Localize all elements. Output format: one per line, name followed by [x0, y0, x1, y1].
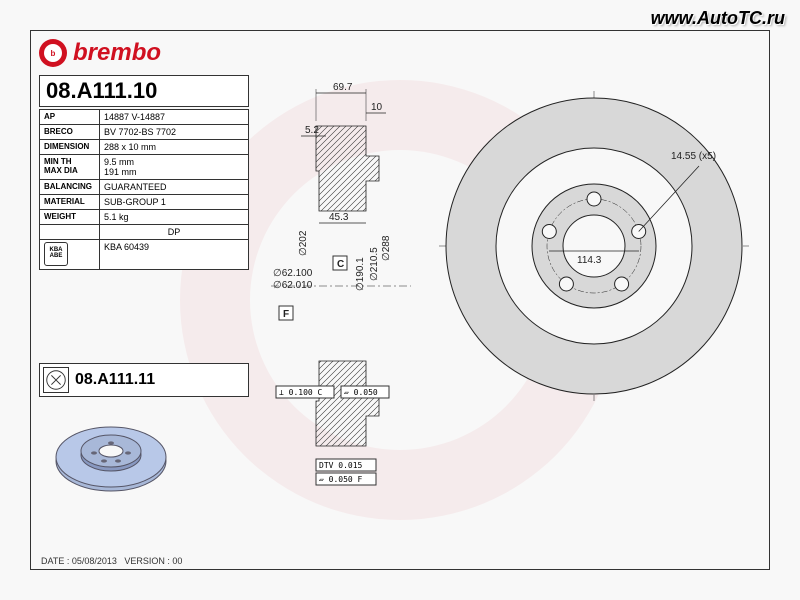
spec-label: AP: [40, 110, 100, 125]
spec-value: BV 7702-BS 7702: [100, 125, 249, 140]
svg-text:⟂ 0.100 C: ⟂ 0.100 C: [279, 388, 323, 397]
spec-label: MIN THMAX DIA: [40, 155, 100, 180]
spec-value: 9.5 mm191 mm: [100, 155, 249, 180]
svg-text:14.55 (x5): 14.55 (x5): [671, 151, 716, 162]
disc-thumbnail: [46, 411, 176, 521]
spec-value: 5.1 kg: [100, 210, 249, 225]
spec-label: WEIGHT: [40, 210, 100, 225]
spec-value: KBA 60439: [100, 240, 249, 270]
variant-row: 08.A111.11: [39, 363, 249, 397]
spec-table: AP14887 V-14887 BRECOBV 7702-BS 7702 DIM…: [39, 109, 249, 270]
svg-text:114.3: 114.3: [577, 255, 602, 266]
part-number: 08.A111.10: [39, 75, 249, 107]
svg-text:▱ 0.050: ▱ 0.050: [344, 388, 378, 397]
spec-label: DIMENSION: [40, 140, 100, 155]
svg-text:10: 10: [371, 102, 383, 113]
brand-logo: b brembo: [39, 39, 161, 67]
variant-number: 08.A111.11: [75, 371, 155, 389]
cross-section-drawing: 69.7 10 5.2 45.3 ∅62.100 ∅62.010 ∅288 ∅2…: [271, 81, 411, 491]
drawing-frame: b brembo 08.A111.10 AP14887 V-14887 BREC…: [30, 30, 770, 570]
spec-value: GUARANTEED: [100, 180, 249, 195]
spec-value: DP: [100, 225, 249, 240]
watermark-url: www.AutoTC.ru: [651, 8, 785, 29]
svg-text:C: C: [337, 259, 344, 270]
spec-value: SUB-GROUP 1: [100, 195, 249, 210]
spec-label: MATERIAL: [40, 195, 100, 210]
spec-label: [40, 225, 100, 240]
face-view-drawing: 114.3 14.55 (x5): [439, 91, 749, 401]
svg-text:F: F: [283, 309, 289, 320]
spec-value: 288 x 10 mm: [100, 140, 249, 155]
logo-icon: b: [39, 39, 67, 67]
svg-text:∅62.100: ∅62.100: [273, 268, 313, 279]
svg-text:▱ 0.050 F: ▱ 0.050 F: [319, 475, 363, 484]
svg-text:DTV 0.015: DTV 0.015: [319, 461, 363, 470]
drawing-footer: DATE : 05/08/2013 VERSION : 00: [41, 556, 182, 566]
svg-text:∅202: ∅202: [298, 230, 309, 256]
svg-text:∅288: ∅288: [381, 235, 392, 261]
svg-text:69.7: 69.7: [333, 82, 353, 93]
spec-value: 14887 V-14887: [100, 110, 249, 125]
kba-badge-icon: KBA ABE: [44, 242, 68, 266]
brand-name: brembo: [73, 39, 161, 67]
svg-text:∅190.1: ∅190.1: [355, 257, 366, 291]
svg-text:45.3: 45.3: [329, 212, 349, 223]
svg-text:∅210.5: ∅210.5: [369, 247, 380, 281]
spec-label: BRECO: [40, 125, 100, 140]
spec-label: BALANCING: [40, 180, 100, 195]
spec-label: KBA ABE: [40, 240, 100, 270]
svg-text:∅62.010: ∅62.010: [273, 280, 313, 291]
coating-icon: [43, 367, 69, 393]
